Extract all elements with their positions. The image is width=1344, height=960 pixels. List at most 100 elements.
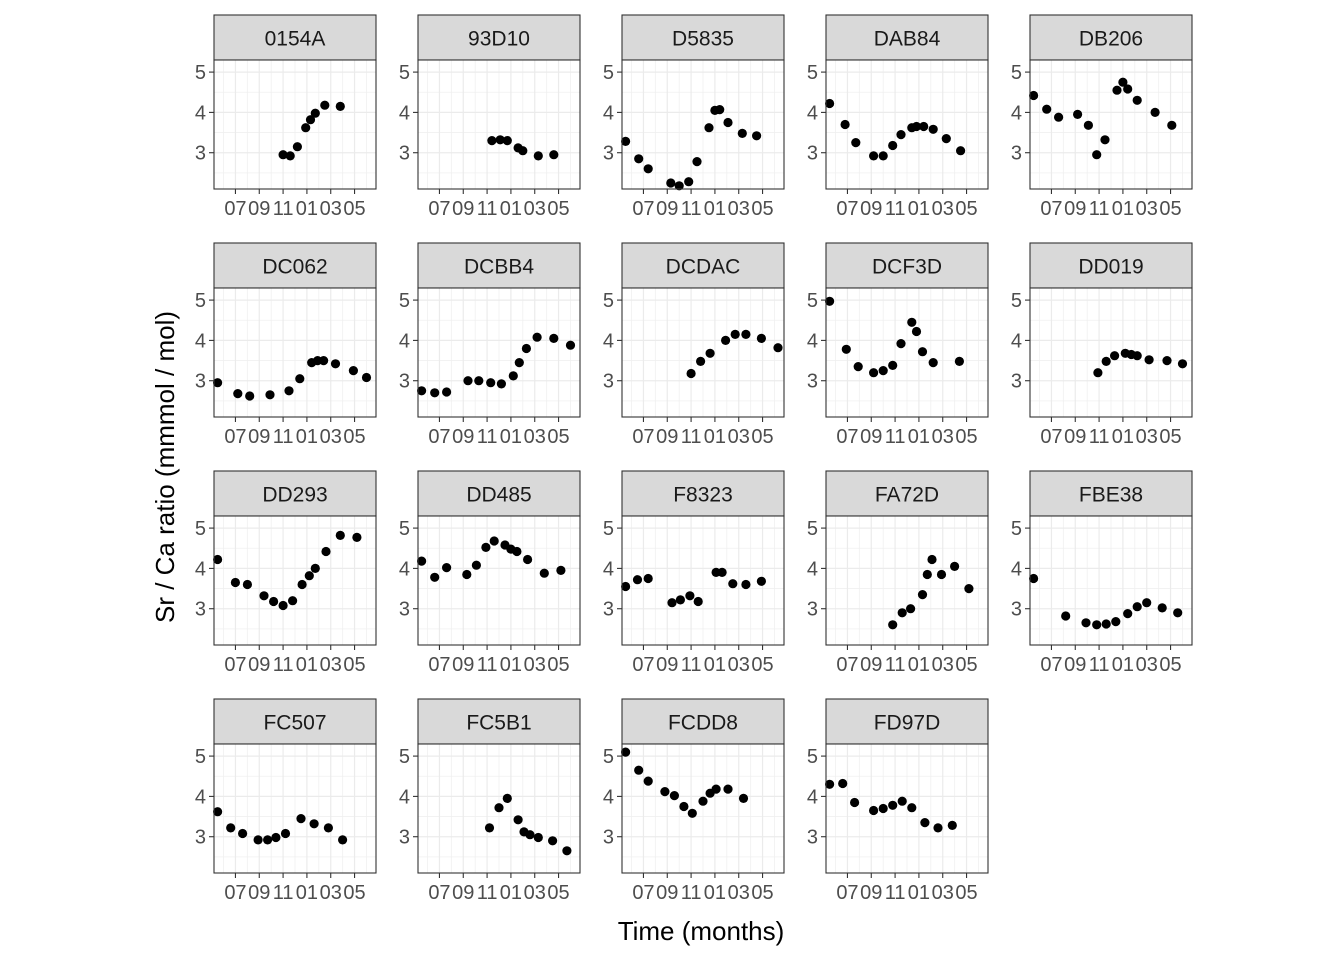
x-tick-label: 11 (273, 654, 294, 676)
x-tick-label: 01 (908, 426, 930, 448)
data-point (295, 374, 305, 384)
data-point (304, 571, 314, 581)
data-point (1144, 355, 1154, 365)
data-point (927, 554, 937, 565)
data-point (933, 823, 943, 833)
x-tick-label: 01 (704, 882, 726, 904)
x-tick-label: 09 (248, 198, 270, 220)
data-point (773, 343, 783, 353)
panel-border (417, 59, 581, 190)
data-point (838, 778, 848, 789)
data-point (911, 121, 922, 132)
y-tick-label: 3 (1011, 143, 1022, 165)
data-point (361, 372, 372, 383)
y-tick-label: 3 (807, 599, 818, 621)
data-point (242, 579, 252, 590)
data-point (213, 378, 223, 388)
panel-border (825, 287, 989, 418)
x-tick-label: 05 (751, 198, 773, 220)
data-point (621, 136, 631, 146)
data-point (936, 569, 947, 580)
data-point (1029, 90, 1039, 101)
data-point (917, 590, 928, 600)
facet-title: DCBB4 (464, 256, 534, 279)
data-point (704, 123, 714, 133)
facet-title: FCDD8 (668, 712, 738, 735)
x-tick-label: 03 (1136, 426, 1158, 448)
data-point (888, 800, 898, 810)
data-point (301, 123, 311, 133)
x-tick-label: 09 (656, 882, 678, 904)
data-point (305, 115, 316, 125)
x-tick-label: 01 (908, 654, 930, 676)
data-point (352, 532, 362, 543)
x-tick-label: 03 (728, 882, 750, 904)
data-point (533, 151, 543, 161)
data-point (213, 807, 223, 817)
facet-panel: DD293 3 4 5 07 09 11 01 03 05 (195, 470, 377, 676)
x-tick-label: 09 (860, 882, 882, 904)
facet-strip (1029, 470, 1193, 517)
x-tick-label: 09 (248, 882, 270, 904)
data-point (271, 832, 281, 843)
x-tick-label: 09 (860, 426, 882, 448)
data-point (278, 600, 288, 611)
facet-strip (417, 242, 581, 289)
data-point (841, 344, 851, 354)
data-point (562, 846, 572, 856)
facet-panel: FBE38 3 4 5 07 09 11 01 03 05 (1011, 470, 1193, 676)
y-tick-label: 4 (195, 102, 206, 124)
x-tick-label: 01 (296, 426, 318, 448)
data-point (1118, 77, 1128, 87)
panel-border (621, 743, 785, 874)
x-tick-label: 09 (860, 198, 882, 220)
data-point (698, 796, 708, 806)
data-point (320, 100, 330, 110)
panel-border (213, 515, 377, 646)
x-tick-label: 09 (1064, 654, 1086, 676)
data-point (430, 572, 440, 582)
x-tick-label: 05 (955, 198, 977, 220)
y-tick-label: 4 (807, 558, 818, 580)
x-tick-label: 07 (1040, 198, 1062, 220)
y-tick-label: 3 (399, 371, 410, 393)
y-tick-label: 5 (399, 290, 410, 312)
x-tick-label: 09 (1064, 426, 1086, 448)
x-tick-label: 11 (885, 198, 906, 220)
x-tick-label: 05 (343, 426, 365, 448)
facet-title: 0154A (265, 28, 326, 51)
data-point (463, 376, 473, 386)
x-tick-label: 05 (751, 654, 773, 676)
data-point (321, 546, 331, 557)
y-tick-label: 3 (807, 827, 818, 849)
data-point (896, 339, 906, 349)
facet-panel: FC507 3 4 5 07 09 11 01 03 05 (195, 698, 377, 904)
y-tick-label: 4 (399, 102, 410, 124)
data-point (643, 573, 653, 584)
data-point (496, 379, 506, 389)
y-tick-label: 5 (1011, 518, 1022, 540)
data-point (462, 569, 472, 580)
y-tick-label: 4 (1011, 558, 1022, 580)
facet-title: 93D10 (468, 28, 530, 51)
data-point (711, 784, 721, 794)
data-point (928, 124, 938, 134)
data-point (850, 797, 860, 808)
x-tick-label: 05 (955, 654, 977, 676)
data-point (1162, 356, 1172, 366)
facet-strip (213, 14, 377, 61)
data-point (310, 108, 320, 118)
data-point (660, 787, 670, 797)
y-tick-label: 4 (807, 786, 818, 808)
data-point (1029, 573, 1039, 584)
data-point (634, 765, 644, 775)
data-point (512, 546, 522, 557)
data-point (686, 368, 696, 379)
data-point (1110, 351, 1120, 361)
x-tick-label: 11 (273, 882, 294, 904)
data-point (269, 596, 279, 607)
x-tick-label: 01 (1112, 198, 1134, 220)
data-point (674, 181, 684, 191)
data-point (335, 101, 345, 111)
